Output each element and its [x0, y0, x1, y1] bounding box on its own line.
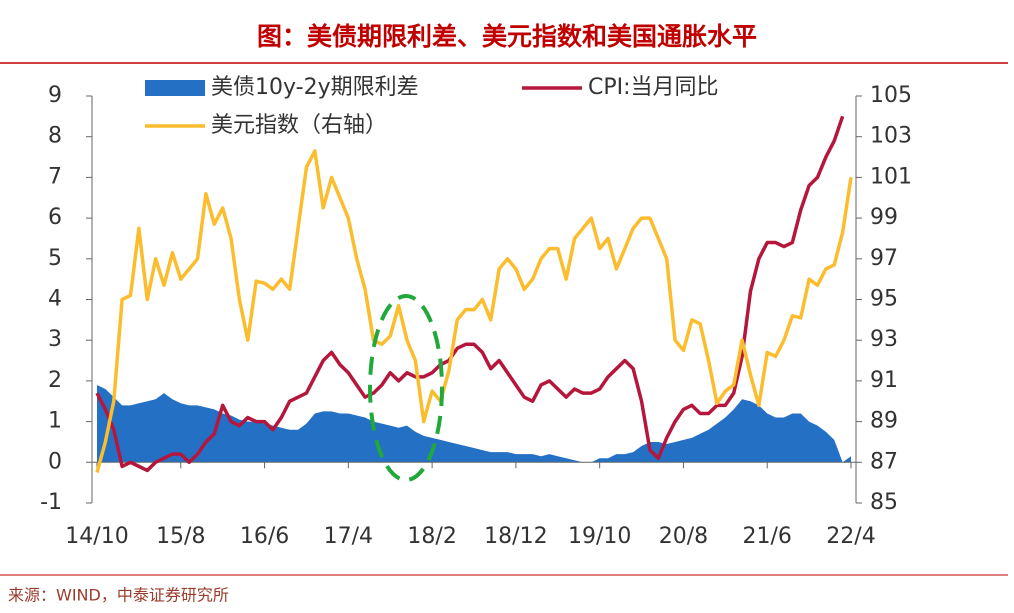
y2-tick-label: 91: [870, 368, 898, 393]
line-series: [95, 149, 853, 473]
source-note: 来源：WIND，中泰证券研究所: [8, 586, 229, 605]
y-tick-label: 8: [48, 124, 62, 149]
x-tick-label: 21/6: [743, 524, 792, 549]
y-tick-label: 3: [48, 327, 62, 352]
y-tick-label: 4: [48, 287, 62, 312]
x-tick-label: 14/10: [65, 524, 128, 549]
y-tick-label: 7: [48, 164, 62, 189]
y-tick-label: 2: [48, 368, 62, 393]
y-tick-label: -1: [40, 490, 62, 515]
y2-tick-label: 99: [870, 205, 898, 230]
legend-label: CPI:当月同比: [588, 75, 719, 100]
highlight-ellipse: [368, 294, 444, 482]
area-series: [97, 384, 851, 463]
legend-swatch: [145, 80, 205, 96]
chart-title: 图：美债期限利差、美元指数和美国通胀水平: [257, 22, 757, 51]
x-tick-label: 22/4: [826, 524, 875, 549]
x-tick-label: 15/8: [156, 524, 205, 549]
y2-tick-label: 89: [870, 409, 898, 434]
x-tick-label: 20/8: [659, 524, 708, 549]
y2-tick-label: 103: [870, 124, 912, 149]
y-tick-label: 6: [48, 205, 62, 230]
legend-label: 美元指数（右轴）: [211, 113, 387, 138]
y2-tick-label: 85: [870, 490, 898, 515]
line-series: [95, 115, 845, 473]
x-tick-label: 18/2: [407, 524, 456, 549]
legend-label: 美债10y-2y期限利差: [211, 75, 419, 100]
y2-tick-label: 97: [870, 246, 898, 271]
y2-tick-label: 87: [870, 449, 898, 474]
plot-area: -10123456789858789919395979910110310514/…: [40, 83, 912, 549]
y2-tick-label: 101: [870, 164, 912, 189]
x-tick-label: 19/10: [568, 524, 631, 549]
y-tick-label: 0: [48, 449, 62, 474]
y-tick-label: 5: [48, 246, 62, 271]
y2-tick-label: 93: [870, 327, 898, 352]
x-tick-label: 18/12: [484, 524, 547, 549]
y2-tick-label: 105: [870, 83, 912, 108]
x-tick-label: 16/6: [240, 524, 289, 549]
y-tick-label: 9: [48, 83, 62, 108]
y2-tick-label: 95: [870, 287, 898, 312]
x-tick-label: 17/4: [324, 524, 373, 549]
y-tick-label: 1: [48, 409, 62, 434]
